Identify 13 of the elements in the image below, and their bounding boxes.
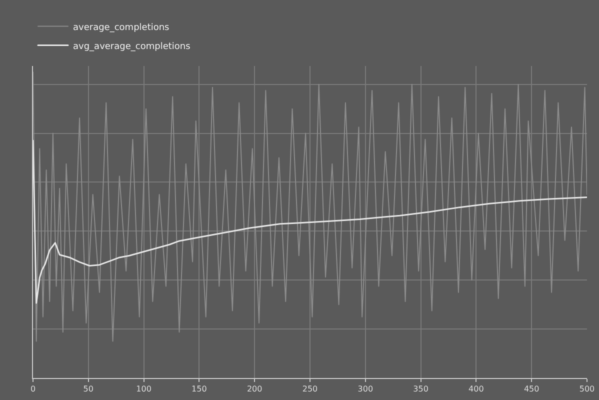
x-tick-label: 450 — [524, 384, 540, 394]
legend-label: average_completions — [73, 22, 170, 33]
x-tick-label: 350 — [413, 384, 428, 394]
x-tick-label: 250 — [302, 384, 318, 394]
x-tick-label: 150 — [192, 384, 207, 394]
x-tick-label: 0 — [30, 384, 36, 394]
legend-label: avg_average_completions — [73, 42, 191, 52]
x-tick-label: 100 — [136, 384, 152, 394]
x-tick-label: 500 — [579, 384, 595, 394]
x-tick-label: 50 — [83, 384, 94, 394]
x-tick-label: 300 — [358, 384, 374, 394]
x-tick-label: 400 — [468, 384, 484, 394]
x-tick-label: 200 — [246, 384, 262, 394]
